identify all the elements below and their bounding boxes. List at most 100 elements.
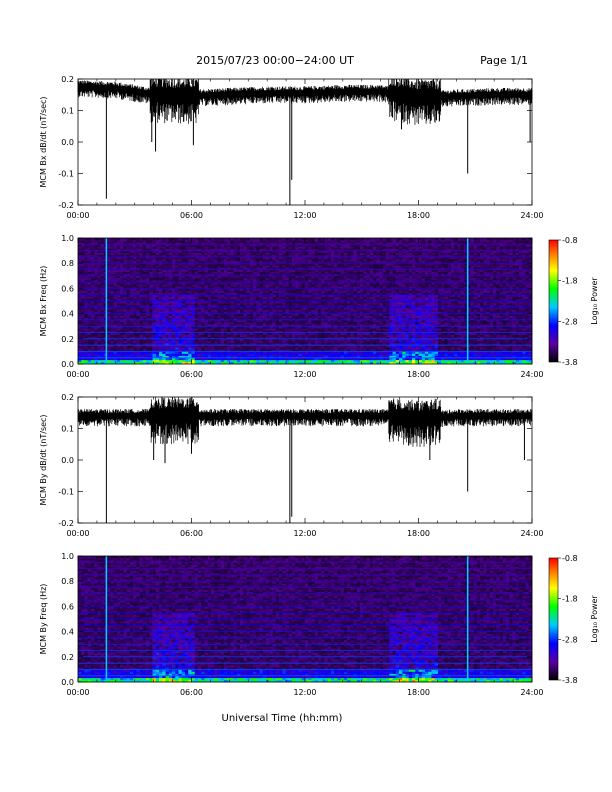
spectrogram-cell [155,343,160,346]
spectrogram-cell [185,273,189,277]
spectrogram-cell [94,263,98,266]
spectrogram-cell [256,261,260,264]
spectrogram-cell [246,292,251,295]
spectrogram-cell [217,244,221,247]
spectrogram-cell [178,271,183,274]
spectrogram-cell [269,347,273,350]
spectrogram-cell [243,338,247,342]
spectrogram-cell [191,284,196,287]
spectrogram-cell [266,334,270,337]
spectrogram-cell [188,290,192,293]
spectrogram-cell [152,311,157,314]
spectrogram-cell [81,343,85,346]
spectrogram-cell [223,340,228,344]
spectrogram-cell [262,250,267,253]
spectrogram-cell [217,324,221,327]
spectrogram-cell [230,328,234,331]
spectrogram-cell [188,263,192,266]
spectrogram-cell [113,328,118,331]
spectrogram-cell [155,238,160,241]
spectrogram-cell [116,246,121,249]
spectrogram-cell [279,317,283,321]
spectrogram-cell [172,267,176,270]
spectrogram-cell [123,326,127,329]
spectrogram-cell [185,340,189,344]
spectrogram-cell [120,328,124,331]
spectrogram-cell [214,259,218,262]
spectrogram-cell [201,330,205,333]
spectrogram-cell [321,315,325,319]
spectrogram-cell [146,361,150,365]
spectrogram-cell [146,307,150,310]
spectrogram-cell [126,334,131,337]
spectrogram-cell [282,313,286,316]
spectrogram-cell [116,313,121,316]
spectrogram-cell [107,240,111,243]
spectrogram-cell [201,252,205,256]
spectrogram-cell [204,345,209,348]
spectrogram-cell [129,319,134,323]
spectrogram-cell [155,288,160,291]
spectrogram-cell [188,347,192,350]
spectrogram-cell [155,286,160,289]
spectrogram-cell [266,256,270,260]
spectrogram-cell [282,296,286,300]
spectrogram-cell [288,309,293,312]
spectrogram-cell [269,309,273,312]
spectrogram-cell [178,296,183,300]
spectrogram-cell [249,263,254,266]
spectrogram-cell [185,315,189,319]
spectrogram-cell [126,280,131,283]
spectrogram-cell [282,347,286,350]
spectrogram-cell [123,280,127,283]
spectrogram-cell [97,332,101,335]
spectrogram-cell [191,290,196,293]
spectrogram-cell [230,313,234,316]
spectrogram-cell [142,261,147,264]
spectrogram-cell [100,355,105,358]
spectrogram-cell [249,307,254,310]
spectrogram-cell [87,324,92,327]
spectrogram-cell [197,296,202,300]
spectrogram-cell [94,343,98,346]
spectrogram-cell [207,244,212,247]
spectrogram-cell [188,305,192,308]
spectrogram-cell [136,290,140,293]
spectrogram-cell [275,324,280,327]
spectrogram-cell [155,244,160,247]
spectrogram-cell [97,250,101,253]
spectrogram-cell [87,309,92,312]
spectrogram-cell [197,311,202,314]
spectrogram-cell [275,271,280,274]
spectrogram-cell [159,298,163,302]
spectrogram-cell [107,351,111,354]
spectrogram-cell [275,345,280,348]
spectrogram-cell [266,313,270,316]
spectrogram-cell [94,248,98,251]
spectrogram-cell [142,334,147,337]
spectrogram-cell [259,294,264,298]
spectrogram-cell [113,338,118,342]
spectrogram-cell [240,347,244,350]
spectrogram-cell [113,290,118,293]
spectrogram-cell [168,332,173,335]
spectrogram-cell [191,238,196,241]
spectrogram-cell [292,328,296,331]
spectrogram-cell [133,296,137,300]
spectrogram-cell [155,290,160,293]
spectrogram-cell [275,248,280,251]
spectrogram-cell [155,315,160,319]
spectrogram-cell [126,240,131,243]
spectrogram-cell [113,305,118,308]
spectrogram-cell [282,261,286,264]
spectrogram-cell [230,338,234,342]
spectrogram-cell [288,246,293,249]
spectrogram-cell [230,250,234,253]
spectrogram-cell [81,256,85,260]
spectrogram-cell [168,336,173,340]
spectrogram-cell [197,349,202,352]
spectrogram-cell [146,355,150,358]
spectrogram-cell [227,347,231,350]
spectrogram-cell [285,332,290,335]
spectrogram-cell [275,317,280,321]
